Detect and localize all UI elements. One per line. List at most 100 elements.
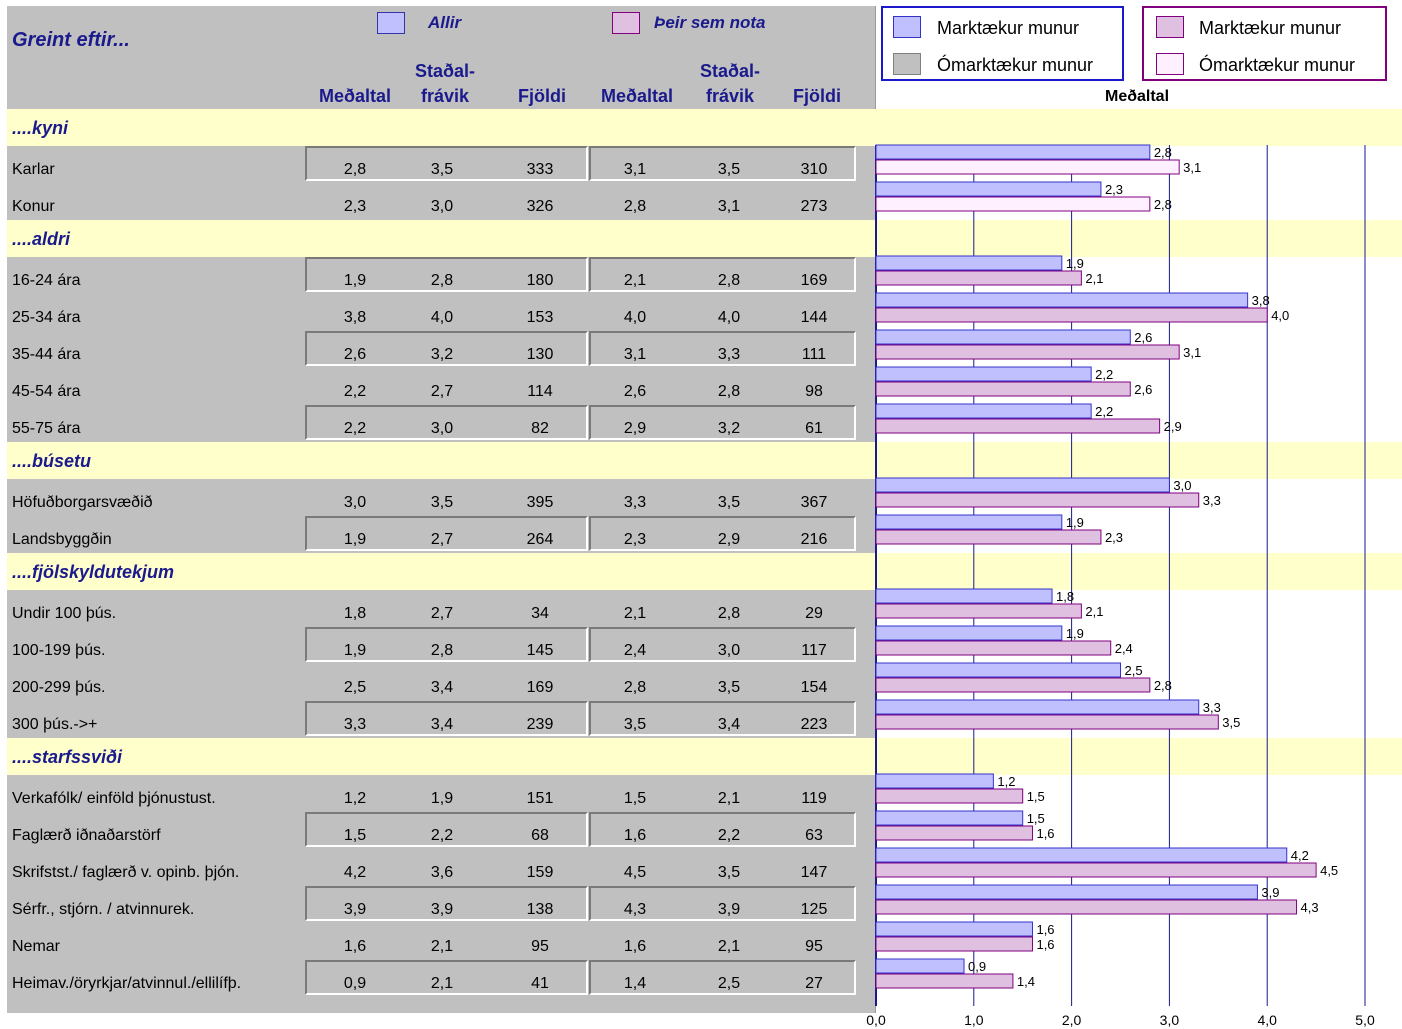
- cell-mean-all: 0,9: [343, 975, 367, 992]
- bar-all-label: 3,9: [1261, 885, 1279, 900]
- cell-n-all: 264: [526, 531, 554, 548]
- legend-all-sig-swatch: [893, 16, 921, 38]
- cell-mean-users: 1,6: [623, 938, 647, 955]
- cell-sd-users: 3,0: [717, 642, 741, 659]
- col-header-sd-users-1: Staðal-: [699, 61, 760, 81]
- cell-sd-users: 3,3: [717, 346, 741, 363]
- cell-n-users: 119: [801, 790, 827, 807]
- cell-n-users: 111: [801, 346, 827, 363]
- bar-users: [875, 418, 1161, 434]
- cell-n-all: 95: [531, 938, 549, 955]
- cell-mean-users: 4,3: [623, 901, 647, 918]
- col-header-n-users: Fjöldi: [793, 86, 841, 106]
- bar-all: [875, 810, 1024, 826]
- row-label: 200-299 þús.: [12, 679, 106, 696]
- cell-mean-all: 4,2: [343, 864, 367, 881]
- bar-all-label: 0,9: [968, 959, 986, 974]
- bar-users-label: 1,6: [1036, 826, 1054, 841]
- col-header-mean-all: Meðaltal: [318, 86, 392, 106]
- x-tick-label: 3,0: [1160, 1012, 1180, 1028]
- cell-mean-all: 2,5: [343, 679, 367, 696]
- cell-mean-all: 1,9: [343, 531, 367, 548]
- x-tick-label: 4,0: [1257, 1012, 1277, 1028]
- cell-sd-all: 2,7: [430, 605, 454, 622]
- cell-sd-all: 2,2: [430, 827, 454, 844]
- bar-all: [875, 514, 1063, 530]
- cell-sd-users: 3,1: [717, 198, 741, 215]
- bar-all: [875, 181, 1102, 197]
- bar-users-label: 2,4: [1115, 641, 1133, 656]
- cell-n-users: 144: [800, 309, 828, 326]
- col-header-sd-all-1: Staðal-: [414, 61, 475, 81]
- cell-sd-users: 3,5: [717, 864, 741, 881]
- row-bevel: [589, 960, 856, 995]
- row-label: Höfuðborgarsvæðið: [12, 494, 153, 511]
- bar-all-label: 3,8: [1252, 293, 1270, 308]
- col-header-sd-all-2: frávik: [420, 86, 470, 106]
- cell-mean-all: 1,2: [343, 790, 367, 807]
- bar-all: [875, 403, 1092, 419]
- bar-users: [875, 196, 1151, 212]
- bar-all-label: 1,8: [1056, 589, 1074, 604]
- cell-sd-all: 3,9: [430, 901, 454, 918]
- legend-box-all: [881, 6, 1124, 81]
- cell-mean-all: 1,9: [343, 272, 367, 289]
- cell-n-users: 310: [800, 161, 828, 178]
- cell-n-users: 61: [805, 420, 823, 437]
- bar-all: [875, 255, 1063, 271]
- cell-sd-all: 3,5: [430, 494, 454, 511]
- cell-mean-all: 3,8: [343, 309, 367, 326]
- bar-users-label: 2,1: [1085, 604, 1103, 619]
- bar-users: [875, 492, 1200, 508]
- bar-users: [875, 825, 1033, 841]
- chart-title: Meðaltal: [1105, 88, 1170, 105]
- cell-sd-all: 3,6: [430, 864, 454, 881]
- cell-mean-all: 3,3: [343, 716, 367, 733]
- cell-sd-users: 3,5: [717, 679, 741, 696]
- section-label: ....kyni: [12, 118, 69, 138]
- row-label: Konur: [12, 198, 55, 215]
- bar-users-label: 4,3: [1301, 900, 1319, 915]
- cell-sd-all: 3,4: [430, 716, 454, 733]
- bar-all: [875, 699, 1200, 715]
- cell-sd-users: 2,5: [717, 975, 741, 992]
- cell-n-users: 367: [800, 494, 828, 511]
- cell-mean-users: 2,1: [623, 605, 647, 622]
- cell-n-all: 68: [531, 827, 549, 844]
- cell-mean-users: 3,1: [623, 161, 647, 178]
- legend-users-sig-swatch: [1156, 16, 1184, 38]
- cell-mean-users: 2,4: [623, 642, 647, 659]
- row-bevel: [589, 331, 856, 366]
- cell-sd-users: 2,9: [717, 531, 741, 548]
- bar-users: [875, 640, 1112, 656]
- cell-n-users: 169: [800, 272, 828, 289]
- bar-all: [875, 662, 1121, 678]
- cell-sd-users: 3,9: [717, 901, 741, 918]
- bar-users: [875, 381, 1131, 397]
- row-bevel: [589, 701, 856, 736]
- cell-sd-users: 3,5: [717, 161, 741, 178]
- bar-all-label: 1,9: [1066, 626, 1084, 641]
- row-label: Skrifstst./ faglærð v. opinb. þjón.: [12, 864, 240, 881]
- row-bevel: [589, 516, 856, 551]
- cell-n-all: 41: [531, 975, 549, 992]
- cell-n-users: 63: [805, 827, 823, 844]
- row-label: 55-75 ára: [12, 420, 81, 437]
- cell-n-users: 29: [805, 605, 823, 622]
- row-label: Heimav./öryrkjar/atvinnul./ellilífþ.: [12, 975, 242, 992]
- row-bevel: [589, 257, 856, 292]
- cell-mean-users: 1,6: [623, 827, 647, 844]
- cell-mean-users: 2,3: [623, 531, 647, 548]
- row-label: 45-54 ára: [12, 383, 81, 400]
- row-label: Verkafólk/ einföld þjónustust.: [12, 790, 216, 807]
- bar-all-label: 1,5: [1027, 811, 1045, 826]
- cell-n-users: 98: [805, 383, 823, 400]
- row-label: Landsbyggðin: [12, 531, 112, 548]
- bar-users: [875, 936, 1033, 952]
- cell-sd-users: 2,2: [717, 827, 741, 844]
- x-tick-label: 2,0: [1062, 1012, 1082, 1028]
- bar-users-label: 1,5: [1027, 789, 1045, 804]
- cell-n-users: 216: [800, 531, 828, 548]
- bar-users: [875, 529, 1102, 545]
- legend-users-sig-label: Marktækur munur: [1199, 18, 1342, 38]
